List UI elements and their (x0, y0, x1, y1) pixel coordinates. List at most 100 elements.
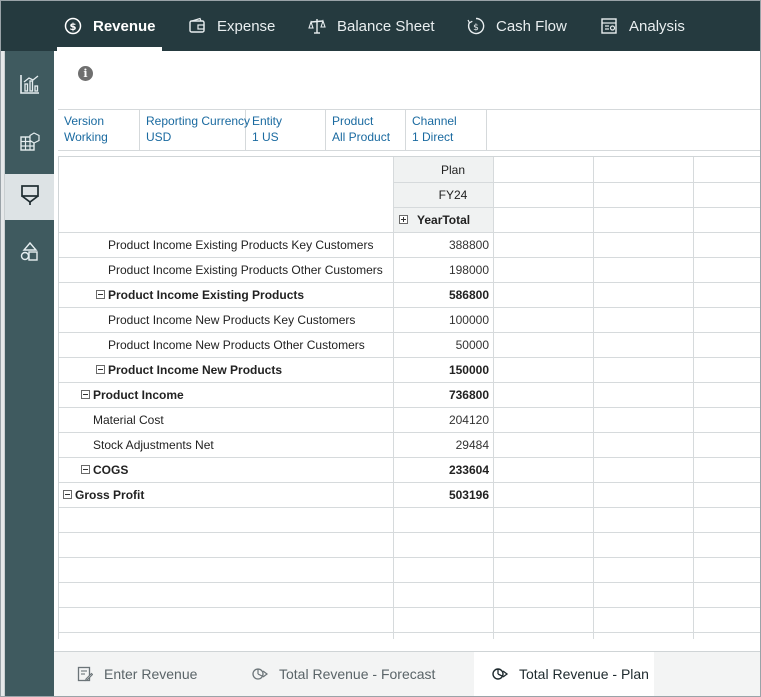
sidebar-item-shapes[interactable] (5, 231, 54, 277)
pov-reporting-currency-value: USD (146, 130, 172, 144)
table-row: Product Income Existing Products Key Cus… (59, 232, 760, 257)
pov-entity[interactable]: Entity 1 US (246, 110, 326, 151)
collapse-icon[interactable] (81, 465, 90, 474)
table-row: Stock Adjustments Net 29484 (59, 432, 760, 457)
column-header-scenario-label: Plan (440, 162, 466, 177)
tab-expense[interactable]: Expense (187, 1, 275, 51)
pov-version[interactable]: Version Working (58, 110, 140, 151)
grid-hline (59, 632, 760, 633)
row-label: Product Income (81, 382, 184, 407)
table-row: Product Income New Products Key Customer… (59, 307, 760, 332)
row-label: Product Income New Products Key Customer… (108, 312, 356, 327)
row-value[interactable]: 150000 (448, 362, 489, 377)
edit-form-icon (76, 665, 94, 683)
pov-version-value: Working (64, 130, 108, 144)
row-value[interactable]: 233604 (448, 462, 489, 477)
table-row: Material Cost 204120 (59, 407, 760, 432)
dashboard-icon (251, 665, 269, 683)
collapse-icon[interactable] (96, 290, 105, 299)
table-row: Product Income Existing Products Other C… (59, 257, 760, 282)
chart-icon (19, 73, 41, 100)
row-label: Product Income Existing Products Key Cus… (108, 237, 374, 252)
pov-entity-label: Entity (252, 114, 283, 128)
table-row: COGS 233604 (59, 457, 760, 482)
pov-channel[interactable]: Channel 1 Direct (406, 110, 487, 151)
row-label: Product Income Existing Products (96, 282, 304, 307)
grid-hline (393, 207, 760, 208)
data-grid: Plan FY24 YearTotal Product Income Exist… (58, 156, 760, 639)
cash-flow-icon: $ (466, 16, 486, 36)
grid-hline (59, 432, 760, 433)
tab-revenue[interactable]: $ Revenue (57, 1, 162, 51)
wallet-icon (187, 16, 207, 36)
row-value[interactable]: 503196 (448, 487, 489, 502)
column-header-period[interactable]: YearTotal (393, 207, 493, 232)
row-value[interactable]: 100000 (448, 312, 489, 327)
grid-vline (593, 157, 594, 639)
tab-balance-sheet[interactable]: Balance Sheet (307, 1, 435, 51)
pov-product-label: Product (332, 114, 374, 128)
grid-hline (59, 557, 760, 558)
tab-balance-sheet-label: Balance Sheet (337, 17, 435, 35)
pov-version-label: Version (64, 114, 105, 128)
tab-enter-revenue[interactable]: Enter Revenue (54, 652, 229, 696)
row-value[interactable]: 586800 (448, 287, 489, 302)
row-value[interactable]: 198000 (448, 262, 489, 277)
tab-analysis[interactable]: Analysis (599, 1, 685, 51)
row-label: Product Income New Products Other Custom… (108, 337, 365, 352)
row-label: Stock Adjustments Net (93, 437, 214, 452)
row-value[interactable]: 204120 (448, 412, 489, 427)
pov-entity-value: 1 US (252, 130, 279, 144)
tab-total-revenue-plan-label: Total Revenue - Plan (519, 666, 649, 682)
grid-vline (393, 157, 394, 639)
pov-reporting-currency[interactable]: Reporting Currency USD (140, 110, 251, 151)
row-value[interactable]: 50000 (455, 337, 489, 352)
grid-hline (59, 607, 760, 608)
tab-cash-flow[interactable]: $ Cash Flow (466, 1, 567, 51)
tab-expense-label: Expense (217, 17, 276, 35)
column-header-period-label: YearTotal (417, 212, 471, 227)
sidebar-item-data[interactable] (5, 121, 54, 167)
grid-hline (59, 482, 760, 483)
sidebar-item-forms[interactable] (5, 174, 54, 220)
collapse-icon[interactable] (96, 365, 105, 374)
collapse-icon[interactable] (63, 490, 72, 499)
top-navigation: $ Revenue Expense Balance Sheet $ Cash F… (1, 1, 760, 51)
tab-total-revenue-forecast[interactable]: Total Revenue - Forecast (229, 652, 474, 696)
info-icon[interactable]: i (78, 66, 93, 81)
row-label-text: Product Income New Products (108, 362, 283, 377)
left-sidebar (5, 51, 54, 696)
row-value[interactable]: 736800 (448, 387, 489, 402)
expand-icon[interactable] (399, 215, 408, 224)
table-row: Product Income New Products Other Custom… (59, 332, 760, 357)
grid-hline (59, 507, 760, 508)
grid-hline (59, 357, 760, 358)
row-value[interactable]: 29484 (455, 437, 489, 452)
row-value[interactable]: 388800 (448, 237, 489, 252)
grid-hline (59, 232, 760, 233)
table-row: Product Income Existing Products 586800 (59, 282, 760, 307)
tab-total-revenue-forecast-label: Total Revenue - Forecast (279, 666, 436, 682)
grid-hline (59, 532, 760, 533)
row-label: Material Cost (93, 412, 164, 427)
pov-product[interactable]: Product All Product (326, 110, 406, 151)
pov-bar: Version Working Reporting Currency USD E… (58, 109, 760, 151)
column-header-scenario[interactable]: Plan (393, 157, 493, 182)
grid-hline (59, 257, 760, 258)
grid-hline (59, 582, 760, 583)
left-edge-strip (1, 51, 5, 696)
revenue-icon: $ (63, 16, 83, 36)
collapse-icon[interactable] (81, 390, 90, 399)
tab-total-revenue-plan[interactable]: Total Revenue - Plan (474, 652, 654, 696)
sidebar-item-charts[interactable] (5, 63, 54, 109)
grid-hline (59, 382, 760, 383)
pov-product-value: All Product (332, 130, 391, 144)
grid-hline (59, 332, 760, 333)
row-label-text: Gross Profit (75, 487, 145, 502)
row-label: Product Income Existing Products Other C… (108, 262, 383, 277)
form-icon (20, 184, 40, 211)
grid-hline (59, 282, 760, 283)
grid-hline (59, 457, 760, 458)
column-header-year[interactable]: FY24 (393, 182, 493, 207)
pov-reporting-currency-label: Reporting Currency (146, 114, 251, 128)
